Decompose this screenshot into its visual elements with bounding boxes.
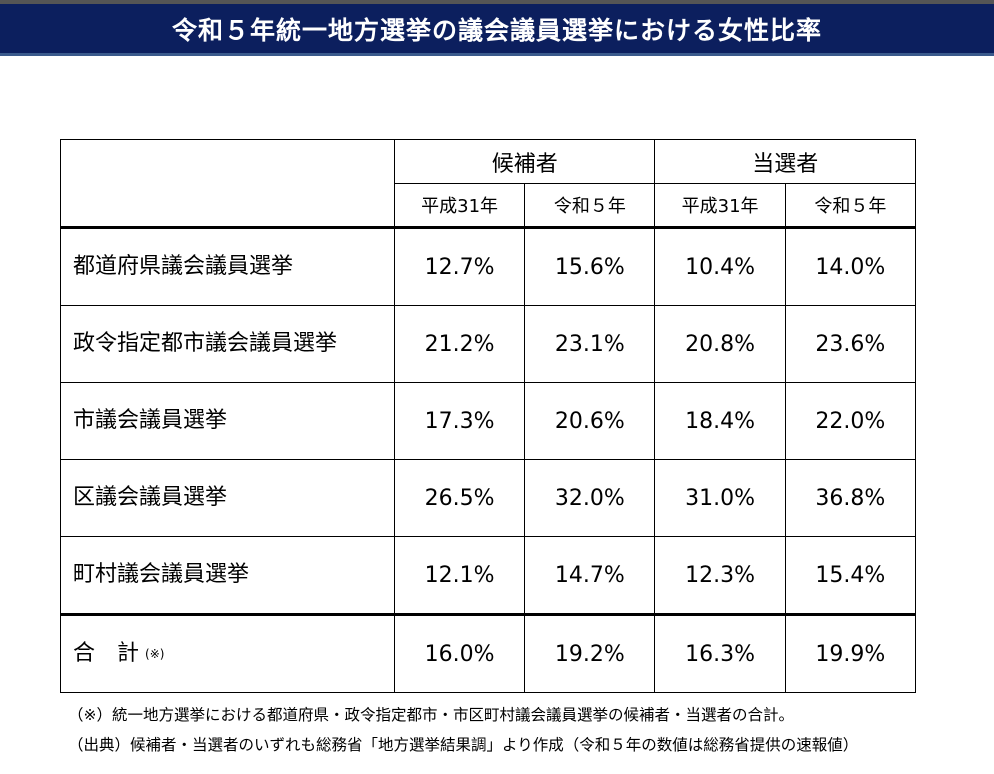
table-row: 区議会議員選挙 26.5% 32.0% 31.0% 36.8%	[60, 459, 917, 537]
group-elected: 当選者	[654, 139, 916, 184]
value-cell: 21.2%	[393, 305, 526, 383]
value-cell: 15.4%	[784, 536, 917, 616]
value-cell: 23.6%	[784, 305, 917, 383]
value-cell: 15.6%	[524, 227, 656, 306]
value-cell: 16.3%	[654, 614, 786, 693]
table-row: 政令指定都市議会議員選挙 21.2% 23.1% 20.8% 23.6%	[60, 305, 917, 383]
page-title: 令和５年統一地方選挙の議会議員選挙における女性比率	[171, 15, 822, 45]
year-header: 令和５年	[524, 183, 656, 229]
value-cell: 26.5%	[393, 459, 526, 537]
total-note-mark: (※)	[145, 647, 165, 661]
table-row: 市議会議員選挙 17.3% 20.6% 18.4% 22.0%	[60, 382, 917, 460]
value-cell: 20.6%	[524, 382, 656, 460]
year-header: 平成31年	[654, 183, 786, 229]
row-label: 政令指定都市議会議員選挙	[60, 305, 395, 383]
value-cell: 14.0%	[784, 227, 917, 306]
female-ratio-table: 候補者 当選者 平成31年 令和５年 平成31年 令和５年 都道府県議会議員選挙…	[60, 139, 917, 693]
value-cell: 22.0%	[784, 382, 917, 460]
table-row: 町村議会議員選挙 12.1% 14.7% 12.3% 15.4%	[60, 536, 917, 616]
row-label: 町村議会議員選挙	[60, 536, 395, 616]
value-cell: 23.1%	[524, 305, 656, 383]
total-label-cell: 合 計 (※)	[60, 614, 395, 693]
value-cell: 14.7%	[524, 536, 656, 616]
value-cell: 17.3%	[393, 382, 526, 460]
value-cell: 19.9%	[784, 614, 917, 693]
value-cell: 16.0%	[393, 614, 526, 693]
value-cell: 19.2%	[524, 614, 656, 693]
year-header: 平成31年	[393, 183, 526, 229]
value-cell: 12.1%	[393, 536, 526, 616]
year-header: 令和５年	[784, 183, 917, 229]
value-cell: 32.0%	[524, 459, 656, 537]
table-row: 都道府県議会議員選挙 12.7% 15.6% 10.4% 14.0%	[60, 227, 917, 306]
value-cell: 36.8%	[784, 459, 917, 537]
footnote: （※）統一地方選挙における都道府県・政令指定都市・市区町村議会議員選挙の候補者・…	[68, 706, 794, 724]
value-cell: 18.4%	[654, 382, 786, 460]
value-cell: 12.3%	[654, 536, 786, 616]
value-cell: 12.7%	[393, 227, 526, 306]
value-cell: 31.0%	[654, 459, 786, 537]
total-row: 合 計 (※) 16.0% 19.2% 16.3% 19.9%	[60, 614, 917, 693]
corner-cell	[60, 139, 395, 229]
total-label: 合 計	[73, 641, 140, 666]
row-label: 市議会議員選挙	[60, 382, 395, 460]
row-label: 区議会議員選挙	[60, 459, 395, 537]
value-cell: 10.4%	[654, 227, 786, 306]
group-candidates: 候補者	[393, 139, 656, 184]
value-cell: 20.8%	[654, 305, 786, 383]
source-note: （出典）候補者・当選者のいずれも総務省「地方選挙結果調」より作成（令和５年の数値…	[68, 736, 859, 754]
row-label: 都道府県議会議員選挙	[60, 227, 395, 306]
title-bar: 令和５年統一地方選挙の議会議員選挙における女性比率	[0, 0, 994, 56]
